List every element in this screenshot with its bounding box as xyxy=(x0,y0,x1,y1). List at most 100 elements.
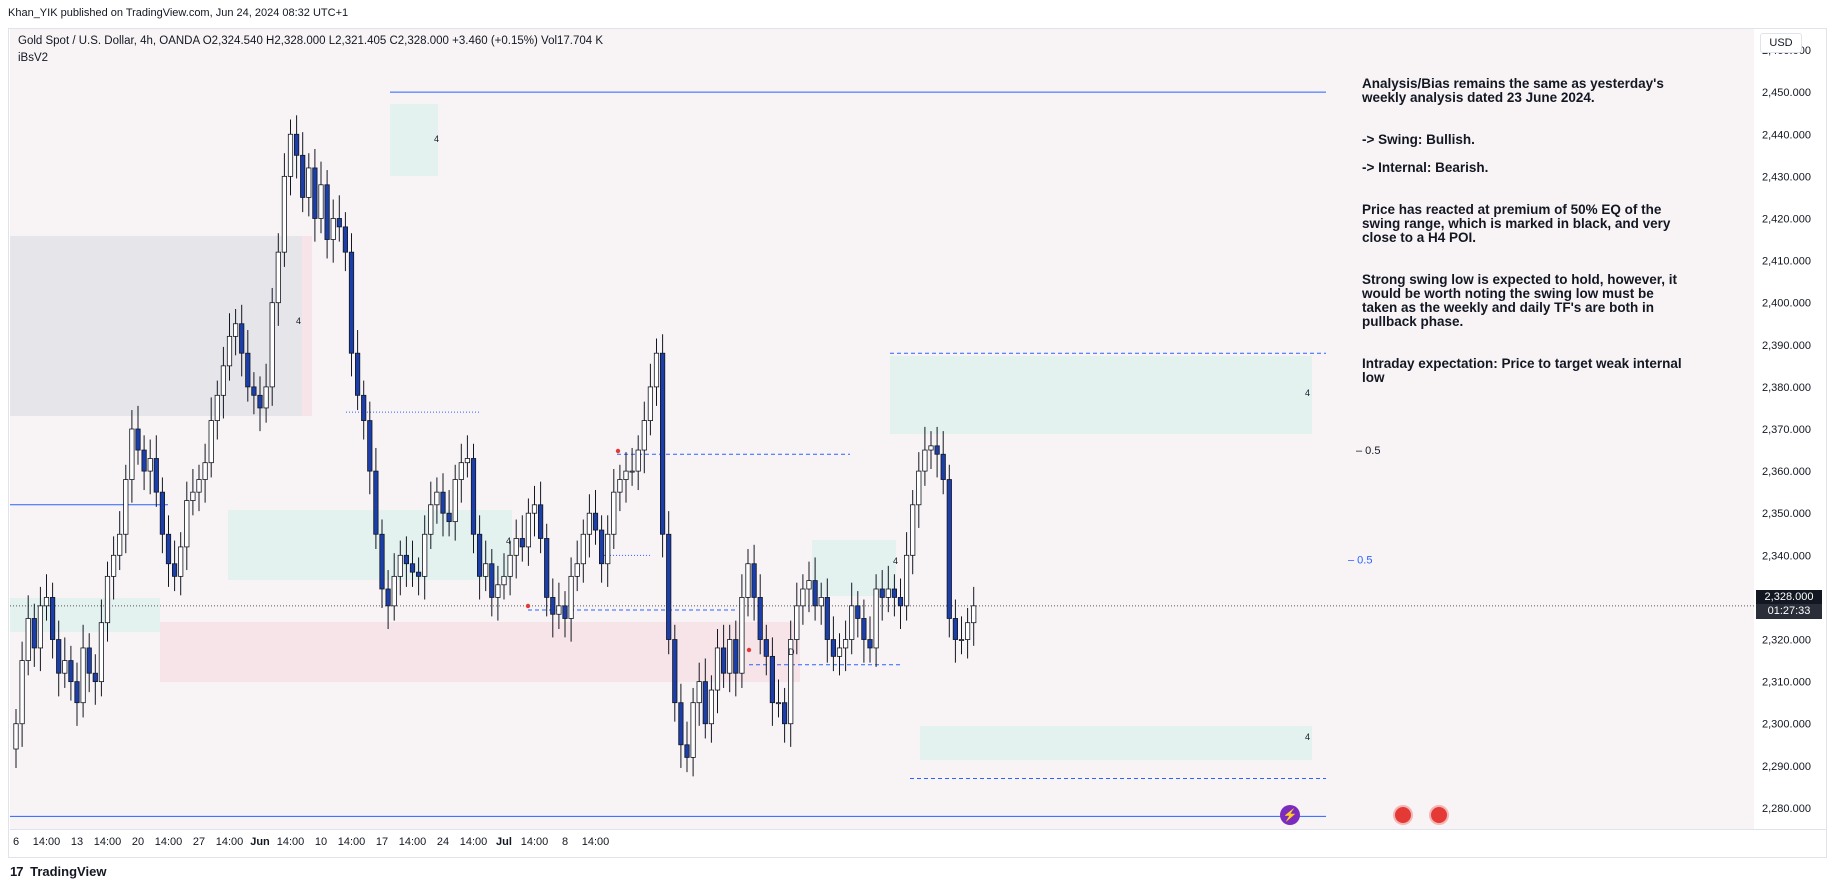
candle-body[interactable] xyxy=(946,479,952,619)
candle-body[interactable] xyxy=(300,154,306,198)
candle-body[interactable] xyxy=(611,491,617,535)
candle-body[interactable] xyxy=(367,420,373,472)
candle-body[interactable] xyxy=(818,597,824,607)
candle-body[interactable] xyxy=(958,639,965,641)
candle-body[interactable] xyxy=(306,167,312,198)
candle-body[interactable] xyxy=(397,554,403,577)
candle-body[interactable] xyxy=(690,702,696,758)
candle-body[interactable] xyxy=(458,462,464,480)
candle-body[interactable] xyxy=(702,681,708,725)
candle-body[interactable] xyxy=(373,470,379,535)
candle-body[interactable] xyxy=(342,226,349,253)
candle-body[interactable] xyxy=(647,386,654,421)
candle-body[interactable] xyxy=(263,386,269,409)
candle-body[interactable] xyxy=(68,660,74,683)
candle-body[interactable] xyxy=(190,491,196,501)
candle-body[interactable] xyxy=(714,647,721,691)
candle-body[interactable] xyxy=(86,647,92,674)
candle-body[interactable] xyxy=(904,554,910,607)
candle-body[interactable] xyxy=(824,597,830,640)
candle-body[interactable] xyxy=(434,491,440,506)
candle-body[interactable] xyxy=(745,563,751,598)
candle-body[interactable] xyxy=(653,352,660,388)
candle-body[interactable] xyxy=(428,504,434,535)
candle-body[interactable] xyxy=(165,533,172,565)
candle-body[interactable] xyxy=(940,453,946,480)
candle-body[interactable] xyxy=(245,352,251,388)
candle-body[interactable] xyxy=(910,504,916,556)
candle-body[interactable] xyxy=(208,420,214,464)
candle-body[interactable] xyxy=(354,352,361,396)
candle-body[interactable] xyxy=(623,470,629,480)
candle-body[interactable] xyxy=(592,512,599,531)
candle-body[interactable] xyxy=(239,323,245,354)
candle-body[interactable] xyxy=(836,647,843,657)
candle-body[interactable] xyxy=(794,605,800,640)
candle-body[interactable] xyxy=(605,533,611,565)
candle-body[interactable] xyxy=(25,618,31,661)
candle-body[interactable] xyxy=(135,428,141,451)
candle-body[interactable] xyxy=(586,512,593,535)
candle-body[interactable] xyxy=(409,563,416,573)
footer-brand[interactable]: 17 TradingView xyxy=(10,864,106,879)
candle-body[interactable] xyxy=(275,251,281,304)
candle-body[interactable] xyxy=(739,597,745,674)
candle-body[interactable] xyxy=(202,462,208,480)
candle-body[interactable] xyxy=(501,575,507,586)
candle-body[interactable] xyxy=(574,563,580,577)
candle-body[interactable] xyxy=(897,597,904,607)
candle-body[interactable] xyxy=(513,538,519,556)
candle-body[interactable] xyxy=(476,533,483,577)
candle-body[interactable] xyxy=(391,575,397,607)
candle-body[interactable] xyxy=(415,571,422,577)
candle-body[interactable] xyxy=(922,449,928,472)
candle-body[interactable] xyxy=(470,458,477,535)
candle-body[interactable] xyxy=(403,554,410,565)
candle-body[interactable] xyxy=(788,639,794,725)
candle-body[interactable] xyxy=(184,500,190,548)
candle-body[interactable] xyxy=(617,479,623,493)
candle-body[interactable] xyxy=(641,420,647,451)
candle-body[interactable] xyxy=(855,605,861,619)
candle-body[interactable] xyxy=(806,580,812,590)
candle-body[interactable] xyxy=(92,672,98,683)
candle-body[interactable] xyxy=(965,622,971,640)
candle-body[interactable] xyxy=(80,647,86,704)
candle-body[interactable] xyxy=(129,428,135,480)
candle-body[interactable] xyxy=(281,175,288,253)
candle-body[interactable] xyxy=(629,470,635,473)
candle-body[interactable] xyxy=(525,512,532,548)
candle-body[interactable] xyxy=(550,597,556,615)
candle-body[interactable] xyxy=(422,533,428,577)
candle-body[interactable] xyxy=(178,546,184,577)
candle-body[interactable] xyxy=(867,639,873,649)
candle-body[interactable] xyxy=(727,639,733,674)
candle-body[interactable] xyxy=(599,529,605,565)
candle-body[interactable] xyxy=(757,597,763,640)
candle-body[interactable] xyxy=(678,702,684,746)
candle-body[interactable] xyxy=(891,588,898,598)
candle-body[interactable] xyxy=(775,702,782,705)
candle-body[interactable] xyxy=(580,533,586,565)
lightning-event-icon[interactable]: ⚡ xyxy=(1280,805,1300,825)
us-flag-event-icon[interactable] xyxy=(1393,805,1413,825)
candle-body[interactable] xyxy=(751,563,757,598)
candle-body[interactable] xyxy=(489,563,495,598)
candle-body[interactable] xyxy=(440,491,446,514)
candle-body[interactable] xyxy=(733,639,739,674)
candle-body[interactable] xyxy=(361,394,367,421)
candle-body[interactable] xyxy=(861,618,867,640)
candle-body[interactable] xyxy=(531,504,538,514)
candle-body[interactable] xyxy=(952,618,959,640)
candle-body[interactable] xyxy=(849,605,855,640)
candle-body[interactable] xyxy=(885,588,891,598)
candle-body[interactable] xyxy=(324,184,330,240)
candle-body[interactable] xyxy=(220,365,226,396)
candle-body[interactable] xyxy=(769,655,776,704)
candle-body[interactable] xyxy=(171,563,178,577)
us-flag-event-icon-2[interactable] xyxy=(1429,805,1449,825)
candle-body[interactable] xyxy=(141,449,147,472)
candle-body[interactable] xyxy=(159,491,165,535)
candle-body[interactable] xyxy=(782,702,788,725)
candle-body[interactable] xyxy=(56,639,62,674)
